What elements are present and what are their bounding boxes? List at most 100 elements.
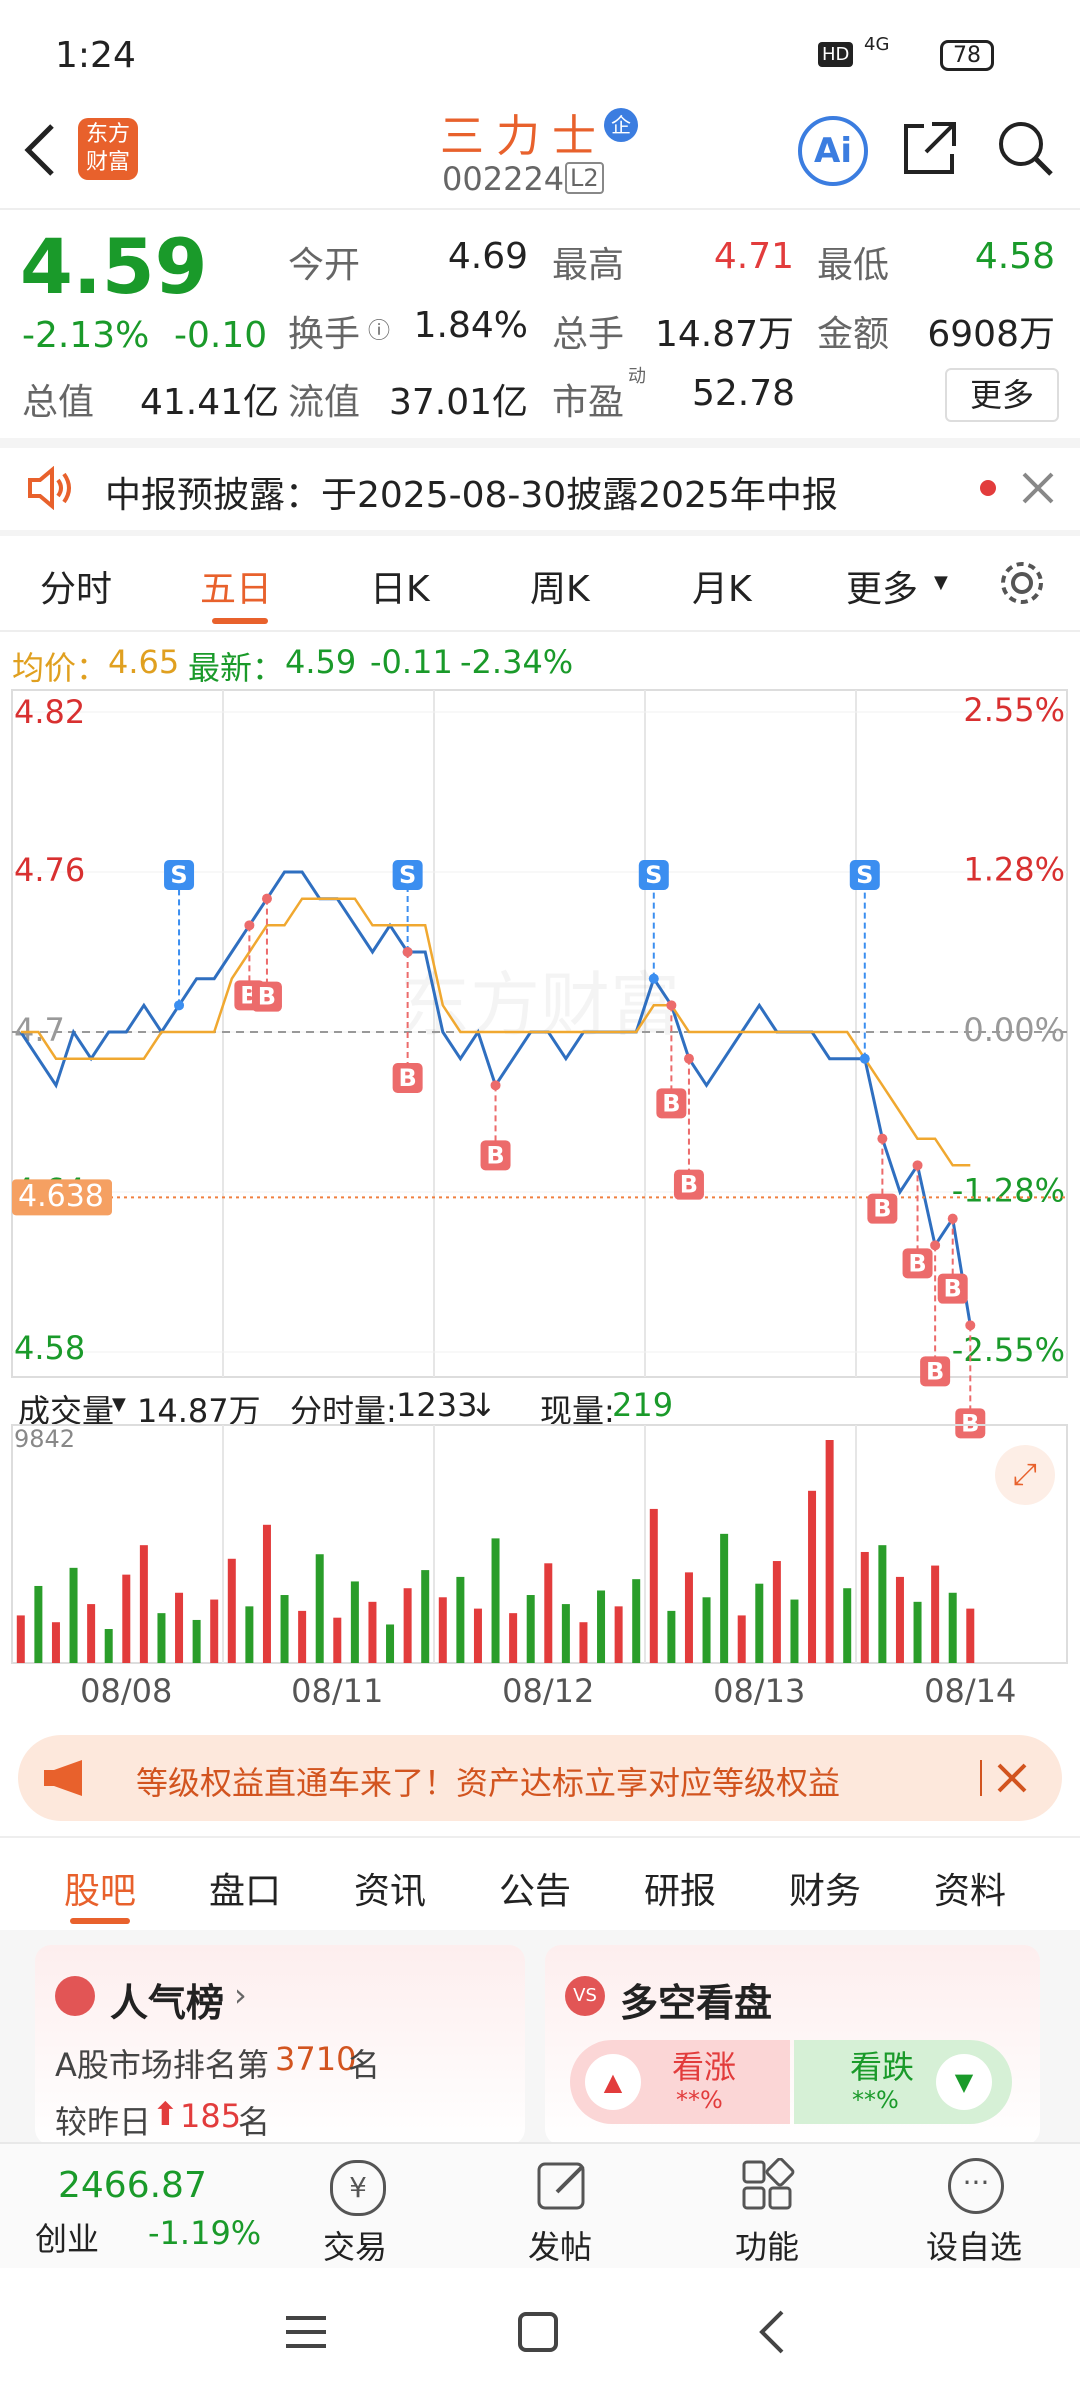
volume-bar — [315, 1554, 324, 1663]
notice-text[interactable]: 中报预披露：于2025-08-30披露2025年中报 — [105, 475, 838, 516]
section-tab[interactable]: 资料 — [934, 1871, 1007, 1912]
y2-tick-label: -1.28% — [952, 1172, 1065, 1210]
index-value[interactable]: 2466.87 — [58, 2165, 207, 2206]
signal-dot — [402, 947, 413, 957]
more-button[interactable]: 更多 — [945, 368, 1059, 422]
speaker-icon — [28, 466, 71, 510]
back-button[interactable] — [20, 120, 60, 180]
volume-label[interactable]: 成交量 — [18, 1392, 115, 1430]
signal-dot — [965, 1320, 976, 1331]
signal-label: B — [961, 1409, 979, 1437]
share-button[interactable] — [900, 118, 960, 178]
volume-bar — [737, 1615, 746, 1663]
x-tick-label: 08/11 — [291, 1672, 383, 1710]
section-tab[interactable]: 研报 — [644, 1871, 717, 1912]
signal-label: B — [926, 1357, 944, 1385]
now-volume: 219 — [612, 1386, 674, 1424]
tab[interactable]: 分时 — [40, 569, 113, 610]
tab[interactable]: 日K — [370, 569, 430, 610]
ai-button[interactable]: Ai — [798, 116, 868, 186]
field-label: 金额 — [817, 314, 890, 355]
signal-dot — [244, 920, 255, 931]
signal-badge — [480, 1140, 511, 1171]
signal-badge — [955, 1408, 986, 1439]
pe-tag: 动 — [628, 366, 646, 387]
info-icon[interactable]: ⓘ — [368, 319, 391, 344]
index-change[interactable]: -1.19% — [148, 2214, 262, 2252]
change-prefix: 较昨日 — [55, 2103, 152, 2141]
banner-text[interactable]: 等级权益直通车来了！资产达标立享对应等级权益 — [136, 1764, 841, 1802]
bull-label: 看涨 — [672, 2048, 737, 2086]
field-value: 4.58 — [974, 236, 1055, 277]
index-name[interactable]: 创业 — [35, 2220, 100, 2258]
signal-badge — [849, 860, 880, 890]
card-title: 人气榜 — [110, 1981, 225, 2025]
settings-button[interactable] — [996, 557, 1048, 609]
volume-bar — [755, 1583, 764, 1663]
field-value: 4.69 — [447, 236, 528, 277]
nav-item[interactable]: 设自选 — [926, 2228, 1023, 2266]
chevron: › — [234, 1976, 247, 2014]
expand-button[interactable]: ⤢ — [995, 1445, 1055, 1505]
megaphone-icon — [44, 1760, 82, 1796]
volume-bar — [702, 1597, 711, 1663]
section-tab[interactable]: 盘口 — [209, 1871, 282, 1912]
nav-item[interactable]: 功能 — [735, 2228, 800, 2266]
volume-bar — [34, 1585, 43, 1663]
signal-badge — [164, 860, 195, 890]
volume-bar — [632, 1579, 641, 1663]
clock: 1:24 — [55, 35, 136, 76]
banner-close[interactable] — [996, 1762, 1028, 1794]
volume-bar — [579, 1622, 588, 1663]
tab[interactable]: 月K — [692, 569, 752, 610]
level-tag[interactable]: L2 — [565, 162, 604, 194]
minute-volume: 1233 — [396, 1386, 478, 1424]
app-logo[interactable]: 东方财富 — [78, 118, 138, 180]
banner[interactable] — [18, 1735, 1062, 1821]
popularity-card[interactable] — [35, 1945, 525, 2145]
volume-bar — [421, 1570, 430, 1663]
tab-underline — [70, 1918, 130, 1924]
section-tab[interactable]: 财务 — [789, 1871, 862, 1912]
nav-item[interactable]: 发帖 — [528, 2228, 593, 2266]
x-tick-label: 08/13 — [713, 1672, 805, 1710]
tab-active[interactable]: 五日 — [200, 569, 273, 610]
network: 4G — [864, 34, 890, 55]
bull-value: **% — [676, 2086, 723, 2114]
post-icon — [537, 2162, 585, 2210]
bull-icon: ▲ — [585, 2054, 641, 2110]
field-value: 14.87万 — [654, 314, 794, 355]
last-value: 4.59 — [285, 643, 357, 681]
tab-underline — [212, 618, 268, 624]
signal-dot — [490, 1080, 501, 1091]
volume-bar — [157, 1613, 166, 1663]
close-button[interactable] — [1020, 470, 1056, 506]
volume-bar — [878, 1545, 887, 1663]
volume-bar — [192, 1619, 201, 1663]
field-label: 总值 — [22, 382, 95, 423]
volume-bar — [913, 1601, 922, 1663]
up-arrow: ⬆ — [152, 2095, 179, 2133]
signal-label: B — [398, 1064, 416, 1092]
section-tab[interactable]: 资讯 — [354, 1871, 427, 1912]
section-tab[interactable]: 公告 — [499, 1871, 572, 1912]
signal-label: B — [908, 1249, 926, 1277]
tab[interactable]: 周K — [530, 569, 590, 610]
search-button[interactable] — [995, 118, 1055, 178]
volume-bar — [491, 1538, 500, 1663]
avg-label: 均价： — [12, 649, 109, 687]
change: -0.10 — [174, 315, 268, 356]
section-tab-active[interactable]: 股吧 — [64, 1871, 137, 1912]
bear-label: 看跌 — [850, 2048, 915, 2086]
volume-bar — [931, 1565, 940, 1663]
battery: 78 — [940, 40, 994, 71]
signal-badge — [392, 1063, 423, 1093]
tab[interactable]: 更多 — [846, 569, 919, 610]
popularity-icon — [55, 1976, 95, 2016]
nav-item[interactable]: 交易 — [323, 2228, 388, 2266]
signal-label: B — [680, 1171, 698, 1199]
volume-bar — [509, 1613, 518, 1663]
y-tick-label: 4.76 — [14, 851, 85, 889]
separator — [0, 438, 1080, 448]
signal-badge — [656, 1088, 687, 1119]
